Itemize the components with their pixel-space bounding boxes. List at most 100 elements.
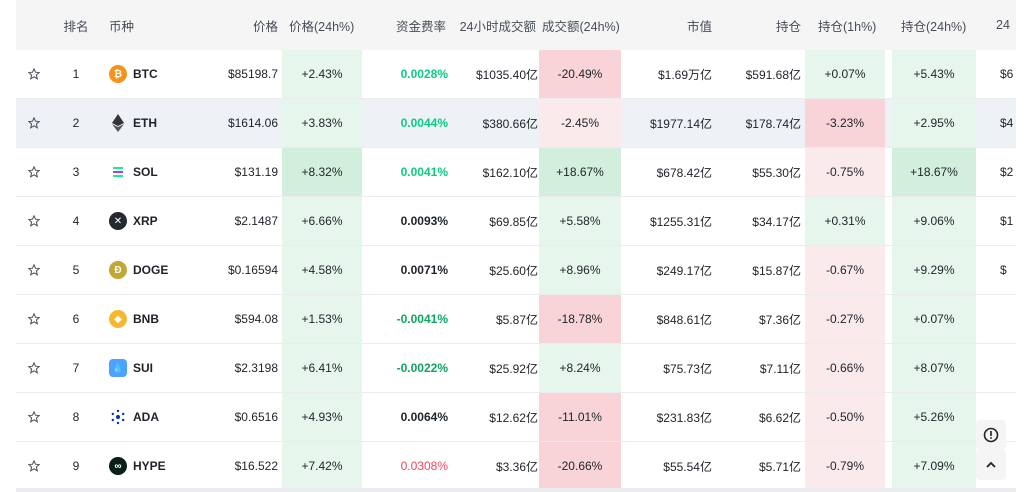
funding-rate-cell: 0.0064%: [400, 410, 448, 424]
price-change-24h-cell: +7.42%: [282, 442, 362, 490]
coin-cell[interactable]: ETH: [109, 99, 209, 147]
header-oi-24h[interactable]: 持仓(24h%): [901, 19, 967, 34]
favorite-star-icon[interactable]: [24, 99, 44, 147]
rank-cell: 8: [72, 410, 80, 424]
price-cell: $0.6516: [234, 410, 278, 424]
oi-change-24h-cell: +9.29%: [892, 246, 976, 294]
oi-change-1h-cell: +0.07%: [805, 50, 885, 98]
favorite-star-icon[interactable]: [24, 344, 44, 392]
header-rank[interactable]: 排名: [63, 19, 89, 34]
rank-cell: 3: [72, 165, 80, 179]
oi-change-1h-cell: -0.66%: [805, 344, 885, 392]
funding-rate-cell: 0.0028%: [400, 67, 448, 81]
coin-cell[interactable]: ∞ HYPE: [109, 442, 209, 490]
favorite-star-icon[interactable]: [24, 393, 44, 441]
volume-change-24h-cell: +18.67%: [539, 148, 621, 196]
price-cell: $2.1487: [234, 214, 278, 228]
sui-coin-icon: 💧: [109, 359, 127, 377]
header-volume-24h[interactable]: 24小时成交额: [459, 19, 536, 34]
rank-cell: 5: [72, 263, 80, 277]
price-cell: $131.19: [234, 165, 278, 179]
coin-cell[interactable]: ₿ BTC: [109, 50, 209, 98]
coin-cell[interactable]: ADA: [109, 393, 209, 441]
open-interest-cell: $7.11亿: [759, 361, 801, 376]
volume-change-24h-cell: +8.24%: [539, 344, 621, 392]
truncated-next-column-cell: $: [1000, 263, 1007, 277]
ada-coin-icon: [109, 408, 127, 426]
header-coin[interactable]: 币种: [109, 19, 135, 34]
truncated-next-column-cell: $6: [1000, 67, 1014, 81]
table-row[interactable]: 2 ETH $1614.06 +3.83% 0.0044% $380.66亿 -2.45% $…: [16, 99, 1016, 148]
market-cap-cell: $848.61亿: [656, 312, 712, 327]
table-header: 排名 币种 价格 价格(24h%) 资金费率 24小时成交额 成交额(24h%)…: [16, 0, 1016, 50]
table-row[interactable]: 7 💧 SUI $2.3198 +6.41% -0.0022% $25.92亿 +8.24% $…: [16, 344, 1016, 393]
funding-rate-cell: 0.0093%: [400, 214, 448, 228]
coin-cell[interactable]: ✕ XRP: [109, 197, 209, 245]
btc-coin-icon: ₿: [109, 65, 127, 83]
open-interest-cell: $7.36亿: [758, 312, 801, 327]
rank-cell: 2: [72, 116, 80, 130]
header-volume-24h-pct[interactable]: 成交额(24h%): [542, 19, 620, 34]
header-open-interest[interactable]: 持仓: [775, 19, 801, 34]
oi-change-1h-cell: +0.31%: [805, 197, 885, 245]
favorite-star-icon[interactable]: [24, 442, 44, 490]
table-bottom-border: [16, 488, 1016, 492]
oi-change-24h-cell: +7.09%: [892, 442, 976, 490]
price-change-24h-cell: +2.43%: [282, 50, 362, 98]
price-cell: $0.16594: [227, 263, 278, 277]
oi-change-24h-cell: +9.06%: [892, 197, 976, 245]
rank-cell: 7: [72, 361, 80, 375]
header-oi-1h[interactable]: 持仓(1h%): [818, 19, 877, 34]
feedback-button[interactable]: [976, 420, 1006, 450]
favorite-star-icon[interactable]: [24, 246, 44, 294]
rank-cell: 4: [72, 214, 80, 228]
scroll-to-top-button[interactable]: [976, 450, 1006, 480]
header-funding-rate[interactable]: 资金费率: [395, 19, 446, 34]
volume-change-24h-cell: +5.58%: [539, 197, 621, 245]
table-row[interactable]: 6 ◆ BNB $594.08 +1.53% -0.0041% $5.87亿 -18.78% $…: [16, 295, 1016, 344]
coin-cell[interactable]: Ð DOGE: [109, 246, 209, 294]
oi-change-1h-cell: -0.75%: [805, 148, 885, 196]
open-interest-cell: $591.68亿: [745, 67, 801, 82]
coin-symbol: ETH: [133, 116, 157, 130]
volume-change-24h-cell: -20.49%: [539, 50, 621, 98]
funding-rate-cell: 0.0071%: [400, 263, 448, 277]
volume-24h-cell: $25.60亿: [489, 263, 538, 278]
volume-24h-cell: $380.66亿: [482, 116, 538, 131]
coin-symbol: BNB: [133, 312, 159, 326]
volume-change-24h-cell: -20.66%: [539, 442, 621, 490]
favorite-star-icon[interactable]: [24, 197, 44, 245]
coin-cell[interactable]: 💧 SUI: [109, 344, 209, 392]
price-cell: $2.3198: [234, 361, 278, 375]
favorite-star-icon[interactable]: [24, 295, 44, 343]
funding-rate-cell: 0.0044%: [400, 116, 448, 130]
coin-symbol: BTC: [133, 67, 158, 81]
coin-cell[interactable]: ◆ BNB: [109, 295, 209, 343]
favorite-star-icon[interactable]: [24, 50, 44, 98]
xrp-coin-icon: ✕: [109, 212, 127, 230]
table-row[interactable]: 1 ₿ BTC $85198.7 +2.43% 0.0028% $1035.40亿 -20.4…: [16, 50, 1016, 99]
header-price[interactable]: 价格: [252, 19, 278, 34]
rank-cell: 6: [72, 312, 80, 326]
volume-24h-cell: $69.85亿: [489, 214, 538, 229]
oi-change-24h-cell: +8.07%: [892, 344, 976, 392]
header-market-cap[interactable]: 市值: [686, 19, 712, 34]
table-row[interactable]: 8 ADA $0.6516 +4.93% 0.0064% $12.62亿 -11.01% $2…: [16, 393, 1016, 442]
table-row[interactable]: 3 SOL $131.19 +8.32% 0.0041% $162.10亿 +18.67% $…: [16, 148, 1016, 197]
coin-cell[interactable]: SOL: [109, 148, 209, 196]
favorite-star-icon[interactable]: [24, 148, 44, 196]
header-more[interactable]: 24: [996, 18, 1010, 32]
rank-cell: 9: [72, 459, 80, 473]
table-row[interactable]: 9 ∞ HYPE $16.522 +7.42% 0.0308% $3.36亿 -20.66% $…: [16, 442, 1016, 491]
table-row[interactable]: 5 Ð DOGE $0.16594 +4.58% 0.0071% $25.60亿 +8.96%…: [16, 246, 1016, 295]
funding-rate-cell: 0.0308%: [400, 459, 448, 473]
truncated-next-column-cell: $4: [1000, 116, 1014, 130]
market-cap-cell: $55.54亿: [663, 459, 712, 474]
bnb-coin-icon: ◆: [109, 310, 127, 328]
oi-change-24h-cell: +18.67%: [892, 148, 976, 196]
volume-change-24h-cell: -2.45%: [539, 99, 621, 147]
header-price-24h[interactable]: 价格(24h%): [289, 19, 355, 34]
table-row[interactable]: 4 ✕ XRP $2.1487 +6.66% 0.0093% $69.85亿 +5.58% $1…: [16, 197, 1016, 246]
market-cap-cell: $1977.14亿: [649, 116, 712, 131]
market-cap-cell: $231.83亿: [656, 410, 712, 425]
